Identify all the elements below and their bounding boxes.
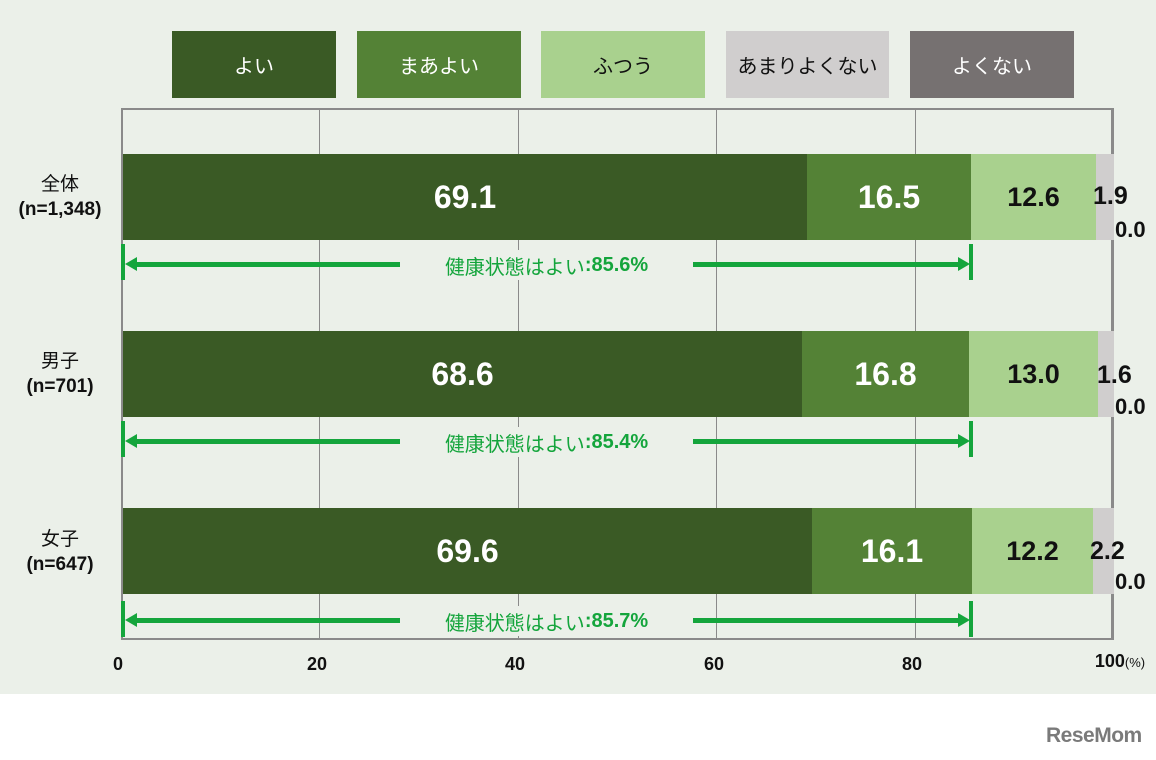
x-tick-80: 80 [901, 654, 923, 674]
resemom-logo: ReseMom [1046, 724, 1142, 747]
legend-label: まあよい [399, 54, 479, 78]
legend-item-yoi: よい [172, 31, 336, 98]
bracket-label: 健康状態はよい:85.6% [400, 250, 693, 280]
bar-segment-maayoi: 16.8 [802, 331, 969, 417]
value-label: 12.2 [1006, 535, 1059, 566]
bar-segment-futsuu: 13.0 [969, 331, 1098, 417]
bar-segment-futsuu: 12.2 [972, 508, 1093, 594]
value-label-amari-yokunai: 1.9 [1093, 182, 1128, 210]
bar-segment-futsuu: 12.6 [971, 154, 1096, 240]
bar-segment-amari-yokunai [1098, 331, 1114, 417]
value-label: 16.1 [860, 532, 924, 569]
bar-segment-maayoi: 16.1 [812, 508, 972, 594]
value-label: 16.8 [854, 355, 917, 392]
bracket-left-tick [121, 244, 125, 280]
bracket-right-tick [969, 421, 973, 457]
arrow-right-icon [958, 613, 970, 627]
value-label: 13.0 [1007, 358, 1060, 389]
category-name: 全体 [40, 173, 79, 195]
sample-size: (n=1,348) [18, 199, 102, 220]
value-label: 16.5 [857, 178, 921, 215]
value-label-amari-yokunai: 2.2 [1090, 537, 1125, 565]
arrow-right-icon [958, 434, 970, 448]
value-label: 69.1 [433, 178, 497, 215]
bracket-right-tick [969, 601, 973, 637]
bar-segment-amari-yokunai [1096, 154, 1114, 240]
arrow-left-icon [125, 257, 137, 271]
bracket-left-tick [121, 601, 125, 637]
legend-label: よくない [952, 54, 1032, 78]
x-axis-unit: (%) [1124, 655, 1146, 670]
row-label-total: 全体 (n=1,348) [0, 172, 120, 222]
bar-segment-yoi: 69.6 [123, 508, 812, 594]
value-label-yokunai: 0.0 [1115, 569, 1146, 594]
legend-label: よい [234, 54, 274, 78]
bracket-line-left [135, 439, 400, 444]
category-name: 男子 [40, 350, 79, 372]
x-tick-60: 60 [703, 654, 725, 674]
bracket-line-right [693, 439, 958, 444]
legend-item-futsuu: ふつう [541, 31, 705, 98]
value-label: 68.6 [431, 355, 494, 392]
value-label-amari-yokunai: 1.6 [1097, 361, 1132, 389]
bracket-label: 健康状態はよい:85.4% [400, 427, 693, 457]
bar-segment-amari-yokunai [1093, 508, 1114, 594]
legend-item-amari-yokunai: あまりよくない [726, 31, 889, 98]
bracket-left-tick [121, 421, 125, 457]
bar-segment-maayoi: 16.5 [807, 154, 971, 240]
bracket-right-tick [969, 244, 973, 280]
bar-segment-yoi: 68.6 [123, 331, 802, 417]
legend-item-maayoi: まあよい [357, 31, 521, 98]
row-label-boys: 男子 (n=701) [0, 349, 120, 399]
x-tick-100: 100(%) [1094, 651, 1146, 671]
legend-label: あまりよくない [737, 54, 878, 78]
category-name: 女子 [40, 528, 79, 550]
sample-size: (n=701) [26, 376, 94, 397]
x-tick-20: 20 [306, 654, 328, 674]
arrow-right-icon [958, 257, 970, 271]
bracket-line-left [135, 618, 400, 623]
value-label-yokunai: 0.0 [1115, 394, 1146, 419]
x-tick-40: 40 [504, 654, 526, 674]
sample-size: (n=647) [26, 554, 94, 575]
bracket-line-right [693, 618, 958, 623]
value-label: 69.6 [436, 532, 499, 569]
arrow-left-icon [125, 434, 137, 448]
bar-segment-yoi: 69.1 [123, 154, 807, 240]
legend-label: ふつう [593, 54, 653, 78]
bracket-line-left [135, 262, 400, 267]
value-label-yokunai: 0.0 [1115, 217, 1146, 242]
value-label: 12.6 [1007, 181, 1060, 212]
bracket-line-right [693, 262, 958, 267]
legend-item-yokunai: よくない [910, 31, 1074, 98]
arrow-left-icon [125, 613, 137, 627]
bracket-label: 健康状態はよい:85.7% [400, 606, 693, 636]
row-label-girls: 女子 (n=647) [0, 527, 120, 577]
x-tick-0: 0 [112, 654, 124, 674]
